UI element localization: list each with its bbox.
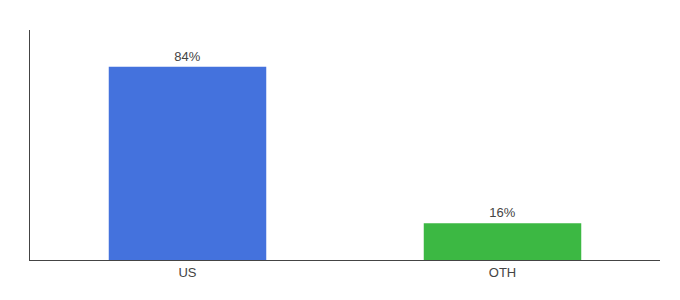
svg-text:16%: 16% [489,205,515,220]
svg-text:OTH: OTH [489,265,516,280]
svg-text:84%: 84% [174,49,200,64]
svg-text:US: US [178,265,196,280]
